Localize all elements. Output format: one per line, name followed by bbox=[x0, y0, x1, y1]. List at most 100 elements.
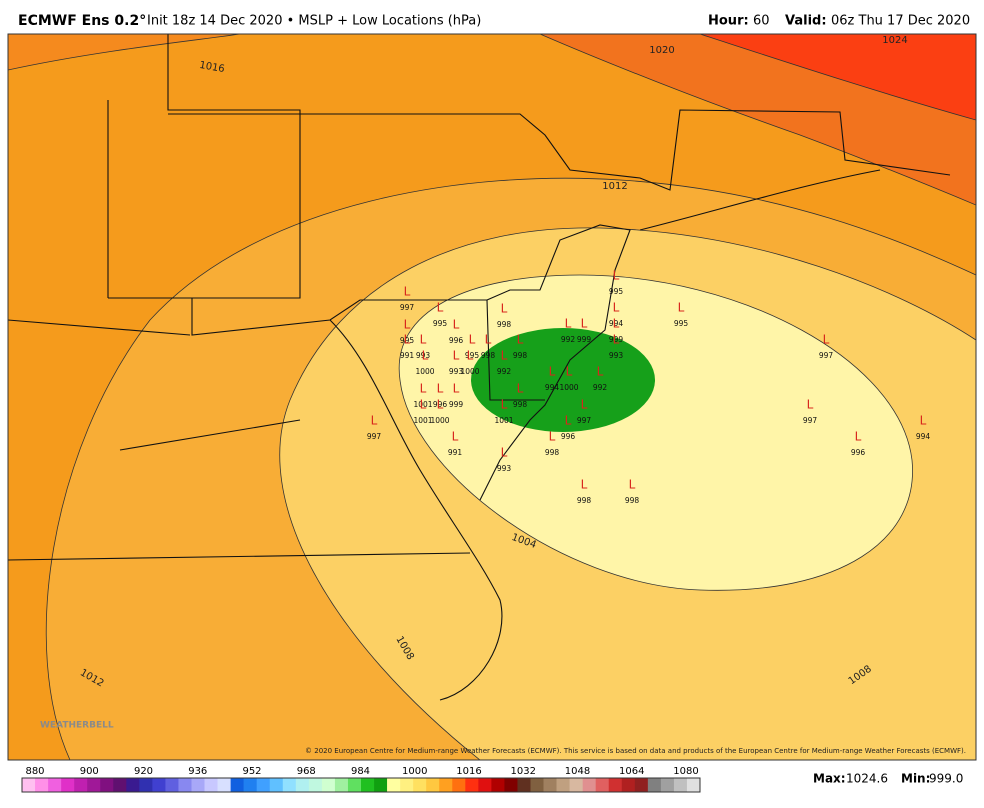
low-marker: L bbox=[422, 349, 429, 363]
low-pressure: 1001 bbox=[413, 416, 432, 425]
low-marker: L bbox=[501, 349, 508, 363]
low-pressure: 995 bbox=[400, 336, 415, 345]
colorbar-cell bbox=[452, 778, 466, 792]
colorbar-cell bbox=[426, 778, 440, 792]
colorbar-cell bbox=[595, 778, 610, 792]
colorbar-tick-label: 984 bbox=[351, 766, 370, 777]
low-marker: L bbox=[565, 414, 572, 428]
low-pressure: 999 bbox=[577, 335, 592, 344]
colorbar-tick-label: 968 bbox=[297, 766, 316, 777]
low-pressure: 997 bbox=[819, 351, 834, 360]
low-marker: L bbox=[469, 333, 476, 347]
low-pressure: 991 bbox=[400, 351, 415, 360]
contour-label: 1024 bbox=[882, 35, 907, 46]
min: 999.0 bbox=[929, 772, 963, 786]
low-marker: L bbox=[807, 398, 814, 412]
colorbar-tick-label: 936 bbox=[188, 766, 207, 777]
colorbar-cell bbox=[582, 778, 596, 792]
low-pressure: 999 bbox=[449, 400, 464, 409]
colorbar-tick-label: 952 bbox=[242, 766, 261, 777]
colorbar-cell bbox=[686, 778, 701, 792]
low-marker: L bbox=[437, 398, 444, 412]
low-pressure: 999 bbox=[609, 335, 624, 344]
low-marker: L bbox=[629, 478, 636, 492]
colorbar-cell bbox=[230, 778, 244, 792]
low-marker: L bbox=[404, 318, 411, 332]
boundaries bbox=[8, 34, 951, 701]
colorbar-cell bbox=[673, 778, 688, 792]
colorbar-cell bbox=[74, 778, 88, 792]
colorbar-cell bbox=[660, 778, 675, 792]
low-marker: L bbox=[501, 398, 508, 412]
colorbar-cell bbox=[87, 778, 101, 792]
colorbar-cell bbox=[387, 778, 401, 792]
colorbar-cell bbox=[478, 778, 492, 792]
low-marker: L bbox=[404, 333, 411, 347]
low-pressure: 1000 bbox=[415, 367, 434, 376]
colorbar-cell bbox=[621, 778, 636, 792]
low-pressure: 1000 bbox=[430, 416, 449, 425]
low-pressure: 992 bbox=[561, 335, 576, 344]
colorbar-cell bbox=[517, 778, 531, 792]
pressure-band bbox=[471, 328, 655, 432]
low-pressure: 996 bbox=[449, 336, 464, 345]
colorbar-cell bbox=[361, 778, 375, 792]
colorbar-tick-label: 1064 bbox=[619, 766, 644, 777]
colorbar-tick-label: 1032 bbox=[511, 766, 536, 777]
colorbar-cell bbox=[308, 778, 323, 792]
title: ECMWF Ens 0.2° bbox=[18, 13, 146, 29]
low-marker: L bbox=[565, 317, 572, 331]
colorbar-tick-label: 900 bbox=[80, 766, 99, 777]
low-marker: L bbox=[855, 430, 862, 444]
low-pressure: 994 bbox=[916, 432, 931, 441]
low-pressure: 993 bbox=[609, 351, 624, 360]
low-marker: L bbox=[581, 398, 588, 412]
colorbar-cell bbox=[178, 778, 192, 792]
valid: 06z Thu 17 Dec 2020 bbox=[831, 14, 970, 29]
low-marker: L bbox=[467, 349, 474, 363]
low-marker: L bbox=[420, 382, 427, 396]
low-marker: L bbox=[371, 414, 378, 428]
colorbar-tick-label: 920 bbox=[134, 766, 153, 777]
colorbar-cell bbox=[35, 778, 49, 792]
low-marker: L bbox=[823, 333, 830, 347]
low-marker: L bbox=[485, 333, 492, 347]
colorbar-cell bbox=[543, 778, 557, 792]
colorbar-cell bbox=[569, 778, 583, 792]
colorbar-cell bbox=[282, 778, 297, 792]
low-pressure: 992 bbox=[497, 367, 512, 376]
low-pressure: 997 bbox=[803, 416, 818, 425]
colorbar-cell bbox=[530, 778, 544, 792]
colorbar-cell bbox=[413, 778, 427, 792]
contour-label: 1012 bbox=[602, 181, 627, 192]
low-marker: L bbox=[517, 333, 524, 347]
hour: 60 bbox=[753, 14, 770, 29]
low-pressure: 998 bbox=[513, 351, 528, 360]
colorbar-cell bbox=[347, 778, 362, 792]
colorbar-cell bbox=[139, 778, 153, 792]
colorbar-cell bbox=[556, 778, 570, 792]
low-pressure: 994 bbox=[609, 319, 624, 328]
low-marker: L bbox=[613, 301, 620, 315]
colorbar-frame bbox=[21, 777, 701, 793]
colorbar-cell bbox=[100, 778, 114, 792]
low-marker: L bbox=[581, 478, 588, 492]
colorbar-cell bbox=[334, 778, 349, 792]
low-pressure: 998 bbox=[481, 351, 496, 360]
low-marker: L bbox=[501, 302, 508, 316]
low-pressure: 992 bbox=[593, 383, 608, 392]
colorbar-tick-label: 880 bbox=[25, 766, 44, 777]
colorbar-cell bbox=[269, 778, 284, 792]
low-pressure: 996 bbox=[561, 432, 576, 441]
low-marker: L bbox=[420, 333, 427, 347]
colorbar-cell bbox=[191, 778, 205, 792]
low-pressure: 993 bbox=[497, 464, 512, 473]
colorbar-cell bbox=[491, 778, 505, 792]
colorbar-cell bbox=[113, 778, 127, 792]
low-pressure: 1000 bbox=[559, 383, 578, 392]
colorbar-tick-label: 1048 bbox=[565, 766, 590, 777]
colorbar-cell bbox=[48, 778, 62, 792]
low-marker: L bbox=[597, 365, 604, 379]
low-pressure: 995 bbox=[609, 287, 624, 296]
low-marker: L bbox=[453, 318, 460, 332]
